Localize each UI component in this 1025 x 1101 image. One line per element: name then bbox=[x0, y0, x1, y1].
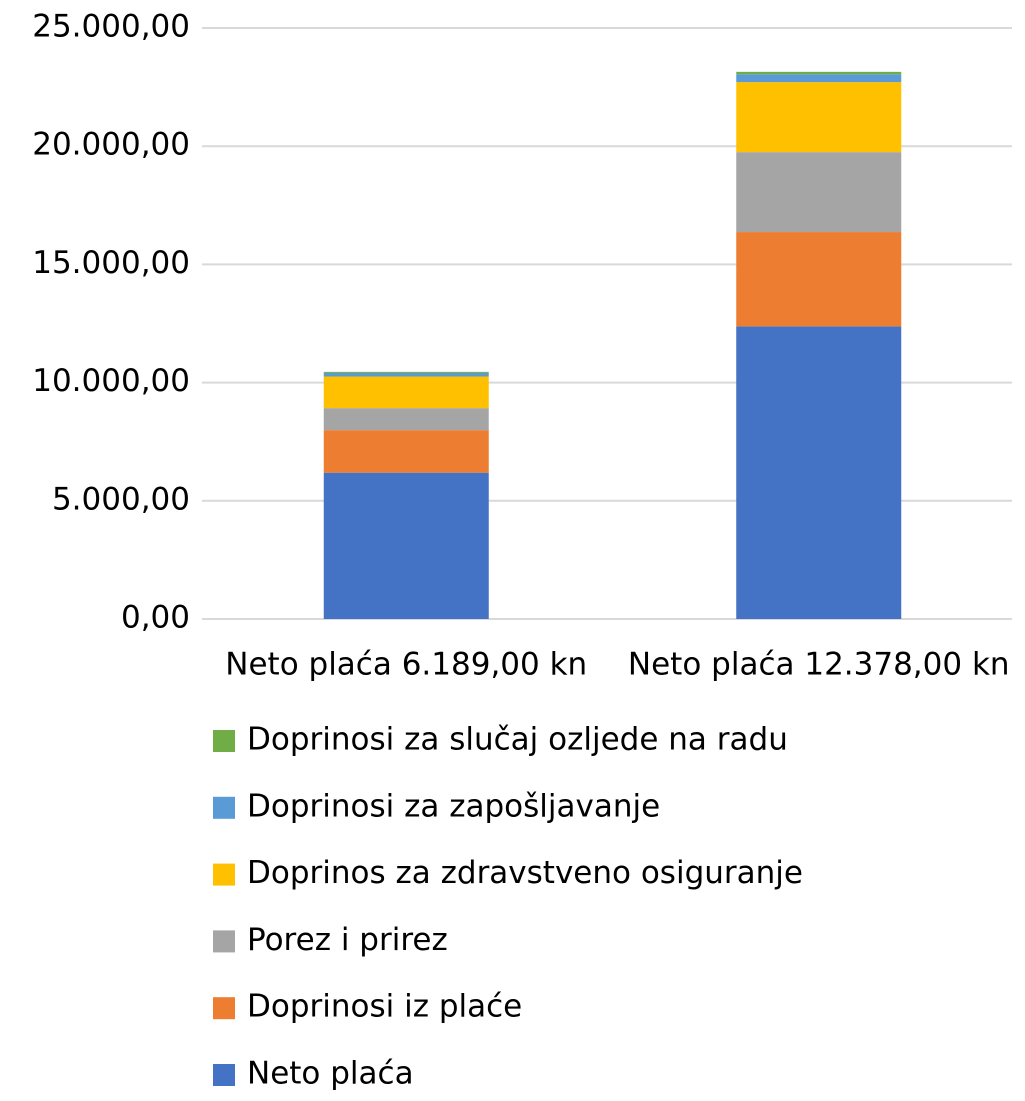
legend-swatch bbox=[213, 997, 235, 1020]
x-tick-label: Neto plaća 6.189,00 kn bbox=[225, 647, 587, 683]
y-tick-label: 25.000,00 bbox=[32, 9, 190, 45]
legend-label: Doprinosi za slučaj ozljede na radu bbox=[247, 722, 788, 758]
legend-label: Doprinosi za zapošljavanje bbox=[247, 788, 660, 824]
y-tick-label: 5.000,00 bbox=[52, 481, 190, 517]
bar-segment bbox=[736, 74, 902, 83]
x-tick-label: Neto plaća 12.378,00 kn bbox=[628, 647, 1010, 683]
legend-label: Neto plaća bbox=[247, 1056, 414, 1092]
legend-swatch bbox=[213, 930, 235, 953]
bar-segment bbox=[323, 371, 489, 373]
legend-label: Doprinosi iz plaće bbox=[247, 989, 522, 1025]
y-tick-label: 20.000,00 bbox=[32, 127, 190, 163]
y-tick-label: 15.000,00 bbox=[32, 245, 190, 281]
bar-segment bbox=[736, 152, 902, 233]
bar-segment bbox=[323, 472, 489, 619]
legend-label: Porez i prirez bbox=[247, 922, 448, 958]
legend-swatch bbox=[213, 1064, 235, 1086]
legend-swatch bbox=[213, 730, 235, 752]
bar-segment bbox=[736, 71, 902, 75]
legend-swatch bbox=[213, 796, 235, 819]
y-tick-label: 0,00 bbox=[121, 600, 190, 636]
bar-segment bbox=[736, 82, 902, 153]
bar-segment bbox=[323, 372, 489, 377]
y-tick-label: 10.000,00 bbox=[32, 363, 190, 399]
legend-swatch bbox=[213, 863, 235, 886]
bar-segment bbox=[736, 326, 902, 619]
bar-segment bbox=[323, 408, 489, 431]
bar-segment bbox=[736, 232, 902, 327]
legend-label: Doprinos za zdravstveno osiguranje bbox=[247, 855, 803, 891]
bar-segment bbox=[323, 376, 489, 409]
bar-segment bbox=[323, 430, 489, 473]
